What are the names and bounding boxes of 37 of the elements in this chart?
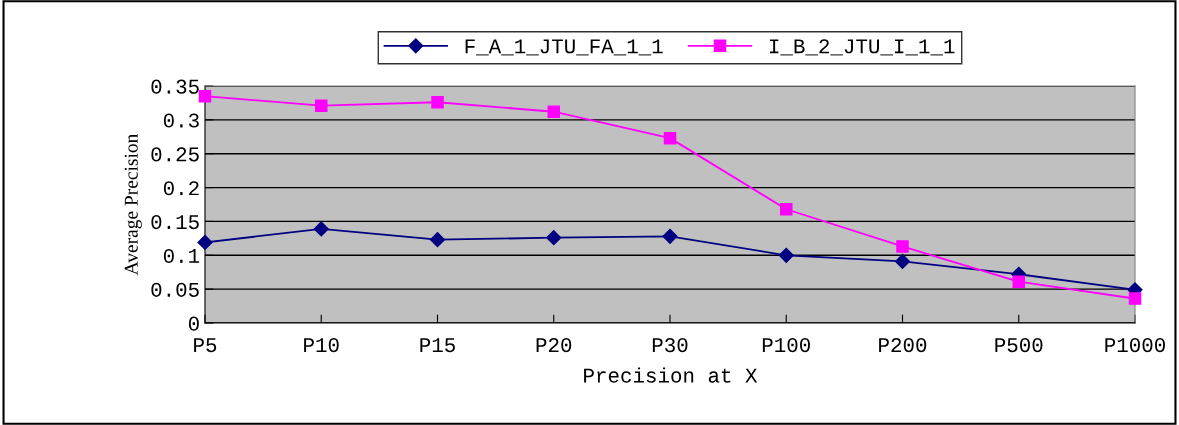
point: [313, 221, 329, 237]
x-tick-label: P100: [762, 338, 810, 353]
y-tick-label: 0.05: [151, 282, 199, 297]
point: [547, 105, 561, 118]
x-tick-label: P10: [304, 338, 339, 353]
point: [198, 89, 212, 103]
x-tick-label: P500: [995, 338, 1043, 353]
y-tick-label: 0.3: [163, 113, 199, 128]
point: [431, 96, 444, 109]
point: [662, 228, 678, 244]
x-tick-label: P30: [652, 338, 688, 353]
x-tick-label: P15: [420, 338, 455, 353]
x-tick-label: P200: [879, 338, 927, 353]
x-tick-label: P1000: [1105, 338, 1165, 353]
point: [896, 240, 909, 253]
x-tick-label: P20: [536, 338, 572, 353]
x-tick-label: P5: [194, 338, 217, 353]
legend-label: F_A_1_JTU_FA_1_1: [465, 39, 663, 56]
legend-label: I_B_2_JTU_I_1_1: [769, 39, 955, 56]
point: [894, 253, 911, 269]
point: [1128, 292, 1142, 305]
y-tick-label: 0.2: [163, 181, 199, 196]
y-tick-label: 0.1: [163, 248, 200, 264]
point: [779, 202, 793, 216]
point: [663, 131, 677, 145]
y-tick-label: 0.25: [151, 147, 199, 162]
point: [778, 247, 794, 263]
y-tick-label: 0: [188, 316, 199, 331]
point: [197, 234, 213, 250]
y-tick-label: 0.15: [151, 215, 199, 230]
y-tick-label: 0.35: [151, 79, 199, 94]
point: [1012, 275, 1026, 288]
point: [546, 230, 562, 246]
x-axis-title: Precision at X: [584, 367, 758, 383]
point: [314, 99, 328, 112]
y-axis-title: Average Precision: [124, 133, 142, 276]
point: [429, 232, 446, 248]
